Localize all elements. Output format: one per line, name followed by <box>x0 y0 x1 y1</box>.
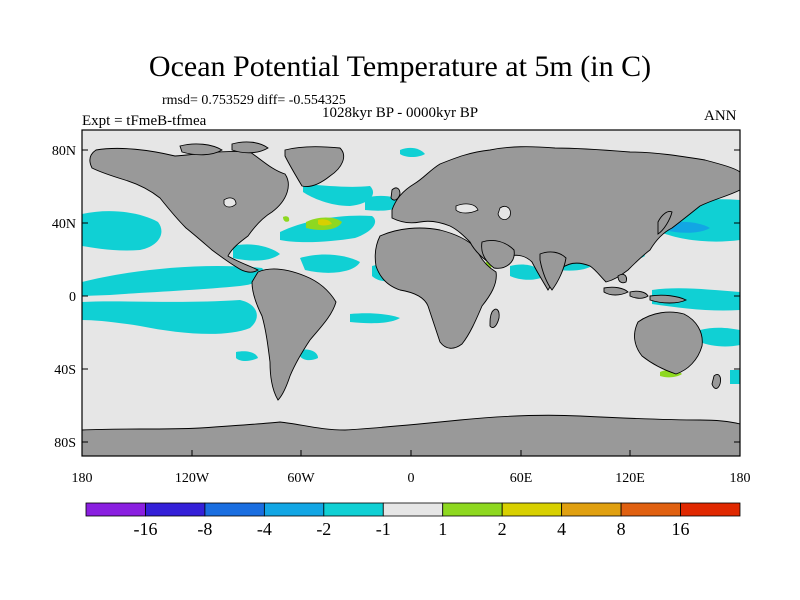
colorbar-label: 1 <box>438 519 447 539</box>
greenland <box>284 146 344 187</box>
x-axis-labels: 180 120W 60W 0 60E 120E 180 <box>72 471 751 486</box>
antarctica <box>82 414 740 456</box>
map-title: Ocean Potential Temperature at 5m (in C) <box>148 50 652 83</box>
colorbar-swatch <box>85 502 146 517</box>
colorbar-swatch <box>620 502 681 517</box>
y-tick-label: 40S <box>54 363 76 378</box>
x-tick-label: 180 <box>72 471 93 486</box>
colorbar-swatch <box>501 502 563 517</box>
stats-line: rmsd= 0.753529 diff= -0.554325 <box>162 93 346 108</box>
experiment-label: Expt = tFmeB-tfmea <box>82 113 207 129</box>
colorbar-labels: -16 -8 -4 -2 -1 1 2 4 8 16 <box>133 519 689 539</box>
season-label: ANN <box>704 108 737 124</box>
inland-seas <box>223 197 511 220</box>
colorbar <box>85 502 741 517</box>
africa <box>374 227 497 349</box>
colorbar-swatch <box>382 502 444 517</box>
cool-anomaly-patches <box>82 147 740 384</box>
colorbar-swatch <box>561 502 622 517</box>
x-tick-label: 120E <box>615 471 645 486</box>
australia <box>634 311 703 375</box>
axis-ticks <box>81 149 741 456</box>
colorbar-swatch <box>145 502 206 517</box>
colorbar-label: 16 <box>672 519 690 539</box>
colorbar-label: -4 <box>257 519 272 539</box>
colorbar-label: -16 <box>133 519 157 539</box>
colorbar-label: 4 <box>557 519 566 539</box>
x-tick-label: 0 <box>408 471 415 486</box>
eurasia <box>391 146 740 291</box>
y-tick-label: 40N <box>52 217 76 232</box>
y-tick-label: 80N <box>52 144 76 159</box>
x-tick-label: 120W <box>175 471 210 486</box>
x-tick-label: 60E <box>510 471 533 486</box>
colorbar-swatch <box>323 502 384 517</box>
time-range: 1028kyr BP - 0000kyr BP <box>322 105 479 121</box>
y-tick-label: 80S <box>54 436 76 451</box>
colorbar-swatch <box>263 502 325 517</box>
colorbar-label: 2 <box>498 519 507 539</box>
map-area <box>82 130 740 456</box>
south-america <box>251 268 337 401</box>
colorbar-label: -8 <box>197 519 212 539</box>
x-tick-label: 60W <box>287 471 315 486</box>
colorbar-label: -2 <box>316 519 331 539</box>
north-america <box>89 147 289 273</box>
y-tick-label: 0 <box>69 290 76 305</box>
colorbar-swatch <box>680 502 741 517</box>
colorbar-swatch <box>442 502 503 517</box>
colorbar-swatch <box>204 502 265 517</box>
colorbar-label: 8 <box>617 519 626 539</box>
x-tick-label: 180 <box>730 471 751 486</box>
land-masses <box>82 141 740 456</box>
colorbar-label: -1 <box>376 519 391 539</box>
y-axis-labels: 80N 40N 0 40S 80S <box>52 144 76 451</box>
